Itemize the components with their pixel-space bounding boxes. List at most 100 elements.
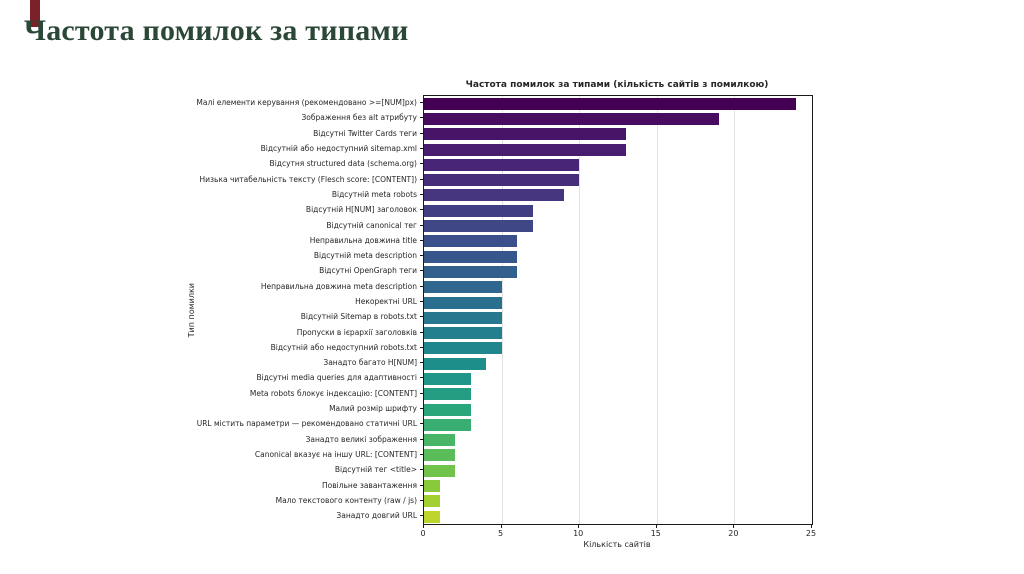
bar bbox=[424, 403, 471, 416]
bar bbox=[424, 372, 471, 385]
bar-row bbox=[424, 433, 812, 448]
bar-label: Відсутній тег <title> bbox=[197, 462, 423, 477]
bar-row bbox=[424, 234, 812, 249]
y-tick-mark bbox=[420, 484, 423, 486]
bar bbox=[424, 128, 626, 141]
x-tick-label: 10 bbox=[573, 529, 584, 539]
bar bbox=[424, 204, 533, 217]
bar-label: Відсутній або недоступний robots.txt bbox=[197, 340, 423, 355]
bar-row bbox=[424, 96, 812, 111]
bar-label: Відсутні media queries для адаптивності bbox=[197, 370, 423, 385]
bar bbox=[424, 418, 471, 431]
bar-row bbox=[424, 172, 812, 187]
bar-label: Відсутній canonical тег bbox=[197, 217, 423, 232]
bar bbox=[424, 189, 564, 202]
bar-row bbox=[424, 280, 812, 295]
bar-label: Неправильна довжина title bbox=[197, 233, 423, 248]
gridline bbox=[656, 96, 658, 525]
bar-row bbox=[424, 478, 812, 493]
bar-row bbox=[424, 295, 812, 310]
y-tick-mark bbox=[420, 209, 423, 211]
bar bbox=[424, 342, 502, 355]
page-title: Частота помилок за типами bbox=[24, 14, 409, 47]
y-tick-mark bbox=[420, 423, 423, 425]
bar bbox=[424, 235, 518, 248]
bar-label: Відсутній meta robots bbox=[197, 187, 423, 202]
bar-chart: Частота помилок за типами (кількість сай… bbox=[185, 80, 830, 549]
y-tick-mark bbox=[420, 301, 423, 302]
y-tick-mark bbox=[420, 148, 423, 150]
y-tick-mark bbox=[420, 270, 423, 272]
x-tick-label: 5 bbox=[498, 529, 504, 539]
bar-label: Низька читабельність тексту (Flesch scor… bbox=[197, 171, 423, 186]
bar bbox=[424, 388, 471, 401]
y-tick-mark bbox=[420, 453, 423, 455]
x-tick-mark bbox=[578, 525, 580, 529]
x-tick-label: 25 bbox=[805, 529, 817, 539]
bar-row bbox=[424, 203, 812, 218]
x-tick-mark bbox=[500, 525, 502, 529]
bar-label: Зображення без alt атрибуту bbox=[197, 110, 423, 125]
y-tick-mark bbox=[420, 408, 423, 410]
y-tick-mark bbox=[420, 285, 423, 287]
y-tick-mark bbox=[420, 132, 423, 134]
bar-label: Некоректні URL bbox=[197, 294, 423, 309]
x-tick-mark bbox=[423, 525, 424, 529]
bar bbox=[424, 265, 518, 278]
bar-row bbox=[424, 402, 812, 417]
bar-label: Занадто довгий URL bbox=[197, 508, 423, 523]
bar-row bbox=[424, 310, 812, 325]
y-axis-tick-labels: Малі елементи керування (рекомендовано >… bbox=[197, 95, 423, 525]
bar-row bbox=[424, 188, 812, 203]
bar-row bbox=[424, 448, 812, 463]
bar-row bbox=[424, 356, 812, 371]
bar bbox=[424, 495, 440, 508]
y-tick-mark bbox=[420, 224, 423, 226]
y-tick-mark bbox=[420, 178, 423, 180]
bar-label: Малий розмір шрифту bbox=[197, 401, 423, 416]
y-tick-mark bbox=[420, 102, 423, 104]
bar-row bbox=[424, 417, 812, 432]
bar bbox=[424, 281, 502, 294]
bar-label: Занадто великі зображення bbox=[197, 432, 423, 447]
bar-label: Неправильна довжина meta description bbox=[197, 279, 423, 294]
bar-row bbox=[424, 325, 812, 340]
bar-label: Відсутні OpenGraph теги bbox=[197, 263, 423, 278]
bar-label: Canonical вказує на іншу URL: [CONTENT] bbox=[197, 447, 423, 462]
bar-label: Meta robots блокує індексацію: [CONTENT] bbox=[197, 386, 423, 401]
bar bbox=[424, 250, 518, 263]
gridline bbox=[579, 96, 581, 525]
bar bbox=[424, 327, 502, 340]
bar-row bbox=[424, 218, 812, 233]
x-tick-mark bbox=[811, 525, 812, 529]
slide-accent-bar bbox=[30, 0, 40, 27]
y-tick-mark bbox=[420, 346, 423, 348]
bar-row bbox=[424, 264, 812, 279]
bar-row bbox=[424, 509, 812, 524]
y-tick-mark bbox=[420, 515, 423, 517]
bar bbox=[424, 112, 719, 125]
bar-label: Відсутня structured data (schema.org) bbox=[197, 156, 423, 171]
bar bbox=[424, 510, 440, 523]
bar bbox=[424, 296, 502, 309]
bar-row bbox=[424, 341, 812, 356]
bar-label: Мало текстового контенту (raw / js) bbox=[197, 493, 423, 508]
bar-label: URL містить параметри — рекомендовано ст… bbox=[197, 416, 423, 431]
chart-body: Тип помилки Малі елементи керування (рек… bbox=[185, 95, 830, 526]
x-axis-ticks: 0 5 10 15 20 25 bbox=[420, 525, 816, 539]
bar bbox=[424, 357, 487, 370]
bar bbox=[424, 158, 580, 171]
bar-row bbox=[424, 142, 812, 157]
bar-label: Пропуски в ієрархії заголовків bbox=[197, 324, 423, 339]
bar-label: Малі елементи керування (рекомендовано >… bbox=[197, 95, 423, 110]
bar-label: Відсутній meta description bbox=[197, 248, 423, 263]
y-tick-mark bbox=[420, 117, 423, 119]
y-tick-mark bbox=[420, 193, 423, 195]
bar-row bbox=[424, 463, 812, 478]
bar-row bbox=[424, 111, 812, 126]
bar-label: Занадто багато H[NUM] bbox=[197, 355, 423, 370]
y-tick-mark bbox=[420, 438, 423, 440]
bar bbox=[424, 480, 440, 493]
bar-row bbox=[424, 494, 812, 509]
bar bbox=[424, 143, 626, 156]
